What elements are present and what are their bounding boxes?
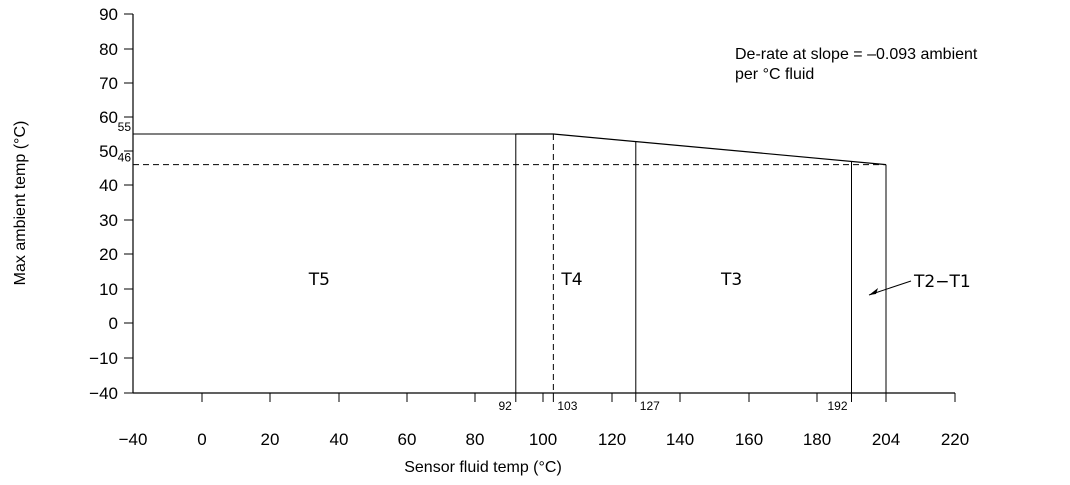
x-tick-label: 204: [872, 430, 900, 449]
x-tick-label: 100: [529, 430, 557, 449]
y-tick-label: 20: [99, 245, 118, 264]
zone-label-T3: T3: [720, 270, 742, 290]
marks: [133, 133, 912, 393]
boundary-curve: [515, 133, 887, 166]
y-tick-label: 80: [99, 40, 118, 59]
v-ref-label-103: 103: [557, 399, 577, 413]
y-tick-label: 50: [99, 142, 118, 161]
y-tick-label: 60: [99, 108, 118, 127]
axes: [124, 13, 956, 402]
derate-annotation-line2: per °C fluid: [735, 66, 815, 83]
y-tick-label: −40: [89, 384, 118, 403]
y-tick-label: 90: [99, 5, 118, 24]
x-tick-label: 20: [261, 430, 280, 449]
x-tick-label: 180: [803, 430, 831, 449]
zone-label-T2-T1: T2−T1: [913, 272, 971, 292]
y-tick-label: 40: [99, 176, 118, 195]
v-ref-label-192: 192: [827, 399, 847, 413]
zone-leader-arrowhead: [869, 288, 878, 295]
y-tick-label: 10: [99, 280, 118, 299]
y-tick-label: −10: [89, 349, 118, 368]
x-tick-label: −40: [119, 430, 148, 449]
x-tick-label: 40: [330, 430, 349, 449]
zone-label-T4: T4: [560, 270, 582, 290]
derate-annotation: De-rate at slope = –0.093 ambient per °C…: [735, 45, 1065, 85]
x-axis-title: Sensor fluid temp (°C): [404, 459, 562, 476]
x-tick-label: 160: [735, 430, 763, 449]
x-tick-label: 80: [466, 430, 485, 449]
y-axis-title: Max ambient temp (°C): [12, 121, 29, 286]
x-tick-label: 220: [941, 430, 969, 449]
x-tick-label: 0: [197, 430, 206, 449]
v-ref-label-127: 127: [640, 399, 660, 413]
zone-label-T5: T5: [308, 270, 330, 290]
x-tick-label: 60: [398, 430, 417, 449]
h-ref-label-46: 46: [118, 151, 132, 165]
y-tick-label: 0: [109, 314, 118, 333]
h-ref-label-55: 55: [118, 120, 132, 134]
v-ref-label-92: 92: [498, 399, 512, 413]
x-tick-label: 120: [598, 430, 626, 449]
y-tick-label: 30: [99, 211, 118, 230]
y-tick-label: 70: [99, 74, 118, 93]
derate-annotation-line1: De-rate at slope = –0.093 ambient: [735, 46, 978, 63]
x-tick-label: 140: [666, 430, 694, 449]
